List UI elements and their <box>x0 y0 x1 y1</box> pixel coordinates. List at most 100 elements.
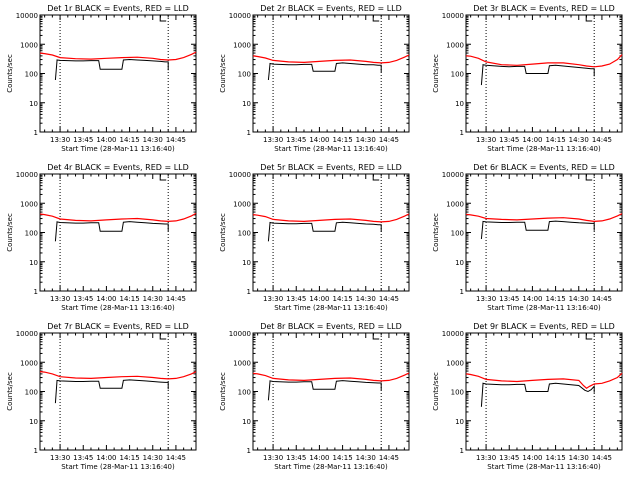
lld-rate-line <box>252 372 410 382</box>
y-tick-label: 10 <box>455 418 464 426</box>
y-tick-label: 1 <box>34 447 38 455</box>
y-tick-label: 1000 <box>20 41 38 49</box>
y-axis-label: Counts/sec <box>6 372 14 411</box>
x-tick-label: 14:15 <box>332 295 352 303</box>
x-tick-label: 14:15 <box>332 136 352 144</box>
y-axis-label: Counts/sec <box>432 213 440 252</box>
plot-frame <box>39 332 197 451</box>
event-rate-line <box>480 382 595 407</box>
corner-marker <box>585 174 593 181</box>
event-rate-line <box>54 379 169 404</box>
x-tick-label: 14:30 <box>143 136 163 144</box>
x-axis-label: Start Time (28-Mar-11 13:16:40) <box>487 304 601 312</box>
corner-marker <box>372 333 380 340</box>
y-tick-label: 100 <box>238 230 251 238</box>
x-tick-label: 13:45 <box>286 136 306 144</box>
x-tick-label: 14:00 <box>522 454 542 462</box>
y-tick-label: 1 <box>34 288 38 296</box>
x-tick-label: 14:30 <box>143 454 163 462</box>
y-tick-label: 100 <box>25 230 38 238</box>
x-tick-label: 14:15 <box>545 295 565 303</box>
x-tick-label: 13:45 <box>286 295 306 303</box>
y-tick-label: 1000 <box>20 359 38 367</box>
corner-marker <box>372 15 380 22</box>
y-tick-label: 1 <box>34 129 38 137</box>
x-tick-label: 14:45 <box>592 454 612 462</box>
y-axis-label: Counts/sec <box>6 213 14 252</box>
panel-title: Det 1r BLACK = Events, RED = LLD <box>47 4 189 13</box>
x-tick-label: 13:30 <box>476 295 496 303</box>
x-tick-label: 14:30 <box>569 295 589 303</box>
x-tick-label: 14:30 <box>356 295 376 303</box>
panel-title: Det 6r BLACK = Events, RED = LLD <box>473 163 615 172</box>
y-tick-label: 10000 <box>229 330 251 338</box>
x-tick-label: 14:45 <box>379 295 399 303</box>
corner-marker <box>159 15 167 22</box>
corner-marker <box>159 333 167 340</box>
y-tick-label: 100 <box>451 389 464 397</box>
x-tick-label: 14:00 <box>96 136 116 144</box>
x-axis-label: Start Time (28-Mar-11 13:16:40) <box>487 145 601 153</box>
y-tick-label: 1 <box>247 129 251 137</box>
x-tick-label: 13:45 <box>499 454 519 462</box>
x-tick-label: 14:00 <box>309 136 329 144</box>
plot-frame <box>465 173 623 292</box>
x-tick-label: 13:30 <box>50 295 70 303</box>
x-tick-label: 14:45 <box>166 136 186 144</box>
corner-marker <box>159 174 167 181</box>
lld-rate-line <box>465 54 623 68</box>
x-tick-label: 14:45 <box>166 295 186 303</box>
y-tick-label: 100 <box>451 230 464 238</box>
x-axis-label: Start Time (28-Mar-11 13:16:40) <box>274 463 388 471</box>
y-tick-label: 10000 <box>442 330 464 338</box>
x-tick-label: 13:30 <box>263 454 283 462</box>
y-tick-label: 100 <box>238 71 251 79</box>
panel-title: Det 8r BLACK = Events, RED = LLD <box>260 322 402 331</box>
panel-title: Det 4r BLACK = Events, RED = LLD <box>47 163 189 172</box>
x-tick-label: 14:45 <box>166 454 186 462</box>
y-axis-label: Counts/sec <box>432 372 440 411</box>
x-tick-label: 13:30 <box>476 454 496 462</box>
y-axis-label: Counts/sec <box>432 54 440 93</box>
x-tick-label: 13:45 <box>499 295 519 303</box>
y-tick-label: 10 <box>29 259 38 267</box>
x-tick-label: 13:30 <box>476 136 496 144</box>
corner-marker <box>585 15 593 22</box>
y-tick-label: 100 <box>25 389 38 397</box>
corner-marker <box>372 174 380 181</box>
y-tick-label: 100 <box>25 71 38 79</box>
y-tick-label: 10000 <box>16 12 38 20</box>
x-tick-label: 14:00 <box>96 454 116 462</box>
x-tick-label: 14:30 <box>143 295 163 303</box>
y-tick-label: 10 <box>29 418 38 426</box>
y-tick-label: 1 <box>247 288 251 296</box>
panel-title: Det 5r BLACK = Events, RED = LLD <box>260 163 402 172</box>
x-tick-label: 13:45 <box>73 295 93 303</box>
corner-marker <box>585 333 593 340</box>
y-tick-label: 1000 <box>233 359 251 367</box>
y-tick-label: 10 <box>242 418 251 426</box>
y-tick-label: 1000 <box>233 41 251 49</box>
plot-frame <box>39 14 197 133</box>
y-tick-label: 1000 <box>233 200 251 208</box>
y-tick-label: 10000 <box>442 12 464 20</box>
x-tick-label: 14:00 <box>522 136 542 144</box>
x-axis-label: Start Time (28-Mar-11 13:16:40) <box>274 304 388 312</box>
y-tick-label: 1000 <box>446 41 464 49</box>
x-tick-label: 14:00 <box>309 454 329 462</box>
y-tick-label: 1 <box>460 447 464 455</box>
x-tick-label: 13:45 <box>73 454 93 462</box>
y-tick-label: 10000 <box>16 330 38 338</box>
lld-rate-line <box>39 212 197 223</box>
x-axis-label: Start Time (28-Mar-11 13:16:40) <box>61 145 175 153</box>
x-tick-label: 14:30 <box>356 454 376 462</box>
x-tick-label: 14:15 <box>545 454 565 462</box>
x-tick-label: 14:45 <box>379 454 399 462</box>
y-tick-label: 10 <box>242 259 251 267</box>
y-tick-label: 10 <box>29 100 38 108</box>
y-tick-label: 1 <box>247 447 251 455</box>
event-rate-line <box>267 221 382 242</box>
y-axis-label: Counts/sec <box>219 213 227 252</box>
